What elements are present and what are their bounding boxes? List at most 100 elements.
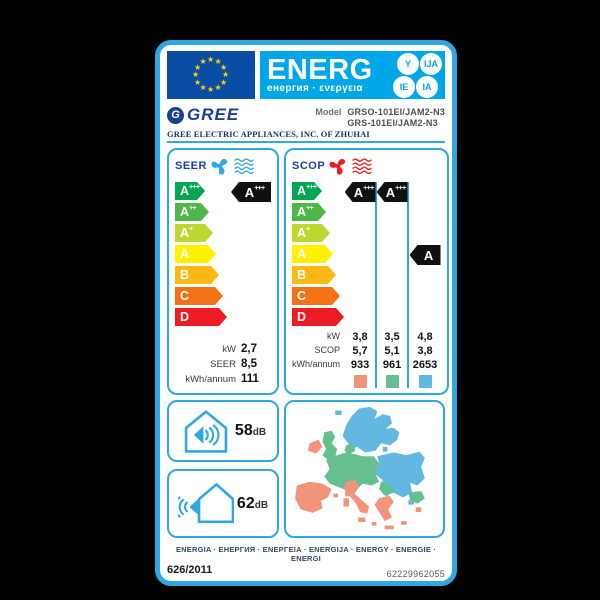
value-number: 961 xyxy=(382,359,402,371)
arrow-letter: A xyxy=(180,225,190,240)
lang-circle-ie: IE xyxy=(393,75,415,98)
eu-flag-star: ★ xyxy=(207,55,215,64)
arrow-letter: A xyxy=(180,204,190,219)
rating-arrow: A + xyxy=(292,224,330,242)
rating-arrow: A ++ xyxy=(175,203,209,221)
value-label: SEER xyxy=(210,359,236,370)
eu-flag-star: ★ xyxy=(194,62,202,72)
climate-zone-warmer xyxy=(295,439,422,530)
scop-column-values: 4,8 3,8 2653 xyxy=(413,330,437,388)
language-suffix-circles: Y IJA IE IA xyxy=(392,52,442,98)
arrow-letter: C xyxy=(180,288,190,303)
gree-logo: G GREE xyxy=(167,105,239,125)
value-label: kWh/annum xyxy=(185,374,236,385)
scop-box: SCOP xyxy=(284,148,450,395)
arrow-sup: ++ xyxy=(189,203,196,213)
gree-logo-icon: G xyxy=(167,106,184,124)
outdoor-noise-value: 62dB xyxy=(237,495,268,513)
rating-arrow: C xyxy=(175,287,223,305)
eu-energy-label: ★ ★ ★ ★ ★ ★ ★ ★ ★ ★ ★ ★ ENERG енергия · ενεργεια Y … xyxy=(155,40,457,586)
value-number: 3,5 xyxy=(384,331,400,343)
energ-band: ENERG енергия · ενεργεια Y IJA IE IA xyxy=(260,51,445,99)
climate-zone-square-average xyxy=(385,375,399,388)
label-header: ★ ★ ★ ★ ★ ★ ★ ★ ★ ★ ★ ★ ENERG енергия · ενεργεια Y … xyxy=(167,51,445,99)
seer-kw-row: kW 2,7 xyxy=(175,343,271,358)
badge-sup: +++ xyxy=(395,183,406,193)
rating-arrow: D xyxy=(175,308,227,326)
eu-flag-star: ★ xyxy=(214,82,222,92)
value-number: 2,7 xyxy=(241,343,257,355)
seer-rating-badge: A +++ xyxy=(231,182,271,202)
rating-arrow: A +++ xyxy=(175,182,205,200)
arrow-letter: C xyxy=(297,288,307,303)
climate-zone-square-warmer xyxy=(353,375,367,388)
seer-values: kW 2,7 SEER 8,5 kWh/annum 111 xyxy=(175,343,271,388)
value-number: 3,8 xyxy=(352,331,368,343)
cool-airflow-waves-icon xyxy=(233,157,257,175)
value-number: 8,5 xyxy=(241,358,257,370)
climate-zone-square-colder xyxy=(418,375,432,388)
eu-flag-star: ★ xyxy=(214,57,222,66)
arrow-letter: A xyxy=(297,183,307,198)
circle-row-bottom: IE IA xyxy=(392,75,438,98)
energ-title-block: ENERG енергия · ενεργεια xyxy=(267,53,392,94)
label-footer: ENERGIA · ЕНЕРГИЯ · ΕΝΕΡΓΕΙΑ · ENERGIJA … xyxy=(167,545,445,579)
arrow-sup: + xyxy=(306,224,310,234)
scop-label: SCOP xyxy=(292,160,326,172)
scop-rating-badge-warmer: A +++ xyxy=(344,182,376,202)
outdoor-noise-box: 62dB xyxy=(167,469,279,538)
scop-column-warmer: A +++ 3,8 5,7 933 xyxy=(344,182,378,388)
value-number: 5,7 xyxy=(352,345,368,357)
lang-circle-ia: IA xyxy=(416,75,438,98)
rating-arrow: A ++ xyxy=(292,203,326,221)
arrow-letter: A xyxy=(297,204,307,219)
heating-fan-icon xyxy=(328,156,348,176)
heat-airflow-waves-icon xyxy=(351,157,375,175)
eu-flag-star: ★ xyxy=(222,70,230,79)
label-code: 62229962055 xyxy=(386,569,445,579)
value-number: 933 xyxy=(350,359,370,371)
scop-column-average: A +++ 3,5 5,1 961 xyxy=(376,182,410,388)
value-label: SCOP xyxy=(314,345,341,355)
eu-flag-star: ★ xyxy=(199,57,207,66)
outdoor-noise-house-icon xyxy=(177,480,234,527)
scop-column-colder: A 4,8 3,8 2653 xyxy=(409,182,441,388)
value-label: kWh/annum xyxy=(292,359,341,369)
indoor-noise-value: 58dB xyxy=(235,422,266,440)
scop-rating-badge-colder: A xyxy=(409,245,441,265)
seer-seer-row: SEER 8,5 xyxy=(175,358,271,373)
energ-subtitle: енергия · ενεργεια xyxy=(267,82,363,94)
eu-flag-star: ★ xyxy=(194,77,202,87)
value-number: 4,8 xyxy=(417,331,433,343)
bottom-row: 58dB 62dB xyxy=(167,400,445,538)
energ-title: ENERG xyxy=(267,53,373,86)
arrow-sup: ++ xyxy=(306,203,313,213)
value-number: 2653 xyxy=(412,359,438,371)
rating-arrow: C xyxy=(292,287,340,305)
noise-number: 58 xyxy=(234,422,253,439)
arrow-letter: A xyxy=(297,246,307,261)
seer-label: SEER xyxy=(175,160,207,172)
rating-arrow: A + xyxy=(175,224,213,242)
badge-sup: +++ xyxy=(254,183,265,193)
footer-row: 626/2011 62229962055 xyxy=(167,564,445,579)
value-label: kW xyxy=(222,344,236,355)
arrow-sup: +++ xyxy=(306,182,317,192)
lang-circle-y: Y xyxy=(397,52,419,75)
model-number-2: GRS-101EI/JAM2-N3 xyxy=(347,118,438,128)
lang-circle-ija: IJA xyxy=(420,52,442,75)
arrow-letter: D xyxy=(297,309,307,324)
eu-flag-star: ★ xyxy=(207,85,215,94)
scop-rating-badge-average: A +++ xyxy=(376,182,408,202)
climate-map-box xyxy=(284,400,445,538)
noise-unit: dB xyxy=(254,499,269,511)
label-spacer xyxy=(292,371,345,388)
cooling-fan-icon xyxy=(210,156,230,176)
rating-arrow: B xyxy=(292,266,336,284)
eu-flag: ★ ★ ★ ★ ★ ★ ★ ★ ★ ★ ★ ★ xyxy=(167,51,255,99)
seer-kwh-row: kWh/annum 111 xyxy=(175,373,271,388)
noise-column: 58dB 62dB xyxy=(167,400,279,538)
arrow-letter: A xyxy=(297,225,307,240)
arrow-letter: D xyxy=(180,309,190,324)
rating-arrow: A xyxy=(292,245,333,263)
